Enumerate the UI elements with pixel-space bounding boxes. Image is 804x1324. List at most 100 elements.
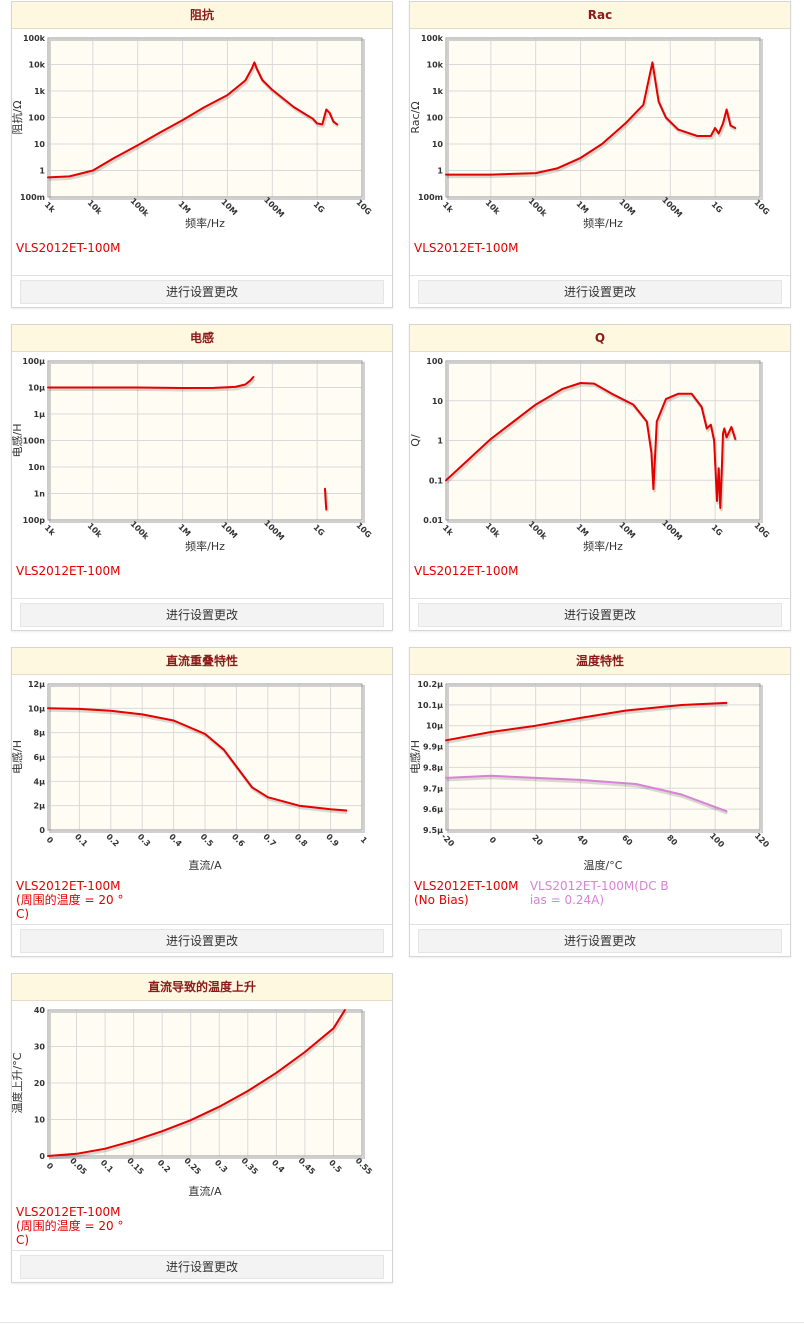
chart-title: 阻抗 xyxy=(12,2,392,29)
x-tick-label: 10G xyxy=(354,521,373,540)
series-line xyxy=(324,487,328,511)
page-divider xyxy=(0,1322,804,1323)
chart-legend: VLS2012ET-100M xyxy=(414,564,518,578)
y-tick-label: 10 xyxy=(432,397,444,406)
settings-button[interactable]: 进行设置更改 xyxy=(20,929,384,953)
settings-button[interactable]: 进行设置更改 xyxy=(418,929,782,953)
y-tick-label: 10μ xyxy=(426,722,443,731)
settings-button[interactable]: 进行设置更改 xyxy=(20,603,384,627)
x-tick-label: 10k xyxy=(86,198,104,216)
plot-frame xyxy=(445,37,761,198)
legend-item: VLS2012ET-100M(周围的温度 = 20 °C) xyxy=(16,1205,124,1247)
x-tick-label: 0 xyxy=(45,1161,56,1172)
y-tick-label: 10μ xyxy=(28,384,45,393)
y-tick-label: 12μ xyxy=(28,680,45,689)
y-tick-label: 100k xyxy=(23,34,46,43)
x-tick-label: 1 xyxy=(359,835,370,846)
x-axis-label: 直流/A xyxy=(188,1184,222,1198)
legend-item: VLS2012ET-100M(周围的温度 = 20 °C) xyxy=(16,879,124,921)
legend-item: VLS2012ET-100M(No Bias) xyxy=(414,879,519,907)
x-tick-label: 0.35 xyxy=(239,1156,260,1177)
x-tick-label: 10M xyxy=(617,520,637,540)
chart-title: 直流重叠特性 xyxy=(12,648,392,675)
plot-frame xyxy=(47,360,363,521)
x-tick-label: 0.5 xyxy=(327,1158,344,1175)
chart-title: Q xyxy=(410,325,790,352)
y-tick-label: 10.2μ xyxy=(417,680,443,689)
plot-frame xyxy=(445,360,761,521)
plot-frame xyxy=(47,1009,363,1157)
legend-item: VLS2012ET-100M xyxy=(16,564,121,578)
y-tick-label: 10n xyxy=(28,463,45,472)
x-axis-label: 频率/Hz xyxy=(583,539,623,553)
y-tick-label: 1μ xyxy=(34,410,46,419)
plot-shadow xyxy=(49,685,365,833)
y-tick-label: 100m xyxy=(20,193,45,202)
inductance-card: 电感 100p 1n 10n 100n 1μ 10μ 100μ 1k 10k 100k 1M 10M 1… xyxy=(11,324,393,631)
legend-item: VLS2012ET-100M(DC Bias = 0.24A) xyxy=(529,879,669,907)
y-tick-label: 1 xyxy=(437,437,443,446)
y-tick-label: 0.01 xyxy=(423,516,443,525)
y-tick-label: 100k xyxy=(421,34,444,43)
series-line xyxy=(445,382,737,509)
settings-button[interactable]: 进行设置更改 xyxy=(418,280,782,304)
chart-legend: VLS2012ET-100M xyxy=(16,564,120,578)
y-axis-label: Q/ xyxy=(410,434,422,447)
x-tick-label: 0.7 xyxy=(261,832,277,848)
x-tick-label: 10G xyxy=(752,198,771,217)
plot-shadow xyxy=(49,362,365,523)
series-line xyxy=(445,61,737,176)
x-tick-label: 1G xyxy=(709,200,724,215)
y-tick-label: 20 xyxy=(34,1079,46,1088)
legend-item: VLS2012ET-100M xyxy=(16,241,121,255)
x-tick-label: -20 xyxy=(439,832,456,849)
y-tick-label: 1 xyxy=(437,167,443,176)
x-tick-label: 1M xyxy=(176,199,192,215)
chart-legend: VLS2012ET-100M xyxy=(16,241,120,255)
x-tick-label: 1G xyxy=(311,523,326,538)
x-axis-label: 频率/Hz xyxy=(583,216,623,230)
x-tick-label: 1k xyxy=(441,523,456,538)
x-tick-label: 1M xyxy=(574,522,590,538)
legend-item: VLS2012ET-100M xyxy=(414,564,519,578)
chart-title: 电感 xyxy=(12,325,392,352)
plot-shadow xyxy=(49,39,365,200)
x-tick-label: 120 xyxy=(753,831,771,849)
x-tick-label: 0.45 xyxy=(297,1156,318,1177)
x-tick-label: 10k xyxy=(484,198,502,216)
x-tick-label: 0.2 xyxy=(156,1158,172,1174)
chart-legend: VLS2012ET-100M(No Bias) VLS2012ET-100M(D… xyxy=(414,879,670,907)
x-tick-label: 0.05 xyxy=(68,1156,89,1177)
series-shadow xyxy=(446,776,728,815)
plot-frame xyxy=(445,683,761,831)
y-tick-label: 0.1 xyxy=(429,476,444,485)
series-line xyxy=(47,1009,346,1157)
series-shadow xyxy=(446,703,728,744)
x-tick-label: 0.1 xyxy=(99,1158,116,1175)
series-line xyxy=(47,707,348,812)
y-tick-label: 9.8μ xyxy=(423,763,443,772)
y-axis-label: 温度上升/°C xyxy=(12,1052,24,1113)
y-tick-label: 100m xyxy=(418,193,443,202)
y-axis-label: 电感/H xyxy=(12,740,24,774)
settings-button[interactable]: 进行设置更改 xyxy=(20,1255,384,1279)
series-line xyxy=(47,376,255,389)
x-tick-label: 40 xyxy=(575,833,590,848)
plot-area xyxy=(446,684,760,830)
temperature-card: 温度特性 9.5μ 9.6μ 9.7μ 9.8μ 9.9μ 10μ 10.1μ 10.2μ -2… xyxy=(409,647,791,957)
temp-rise-card: 直流导致的温度上升 0 10 20 30 40 0 0.05 0.1 0.15 0.2 0.25 0.… xyxy=(11,973,393,1283)
y-tick-label: 100n xyxy=(23,437,46,446)
y-tick-label: 2μ xyxy=(34,802,46,811)
settings-button[interactable]: 进行设置更改 xyxy=(418,603,782,627)
y-tick-label: 9.5μ xyxy=(423,826,443,835)
y-tick-label: 100 xyxy=(426,357,443,366)
y-tick-label: 1n xyxy=(34,490,46,499)
y-tick-label: 10k xyxy=(29,61,46,70)
settings-button[interactable]: 进行设置更改 xyxy=(20,280,384,304)
series-line xyxy=(47,61,339,179)
plot-frame xyxy=(47,37,363,198)
x-axis-label: 频率/Hz xyxy=(185,539,225,553)
x-tick-label: 1k xyxy=(441,200,456,215)
dc-bias-chart: 0 2μ 4μ 6μ 8μ 10μ 12μ 0 0.1 0.2 0.3 0.4 0.5 0.6 0.7 0.8… xyxy=(12,680,370,872)
x-tick-label: 1G xyxy=(311,200,326,215)
